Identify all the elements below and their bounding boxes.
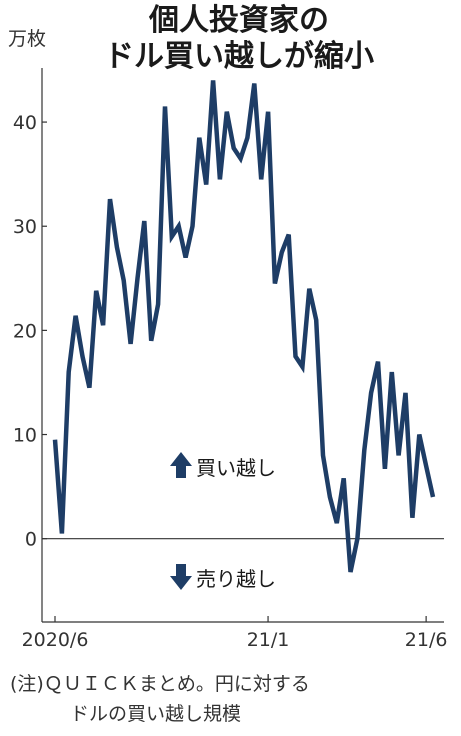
annotation-buy: 買い越し (170, 452, 276, 480)
down-arrow-icon (170, 564, 192, 590)
annotation-buy-label: 買い越し (196, 456, 276, 480)
x-tick-label: 2020/6 (22, 629, 89, 651)
x-axis: 2020/6 21/1 21/6 (22, 616, 448, 651)
x-tick-label: 21/6 (405, 629, 448, 651)
annotation-sell-label: 売り越し (196, 567, 276, 591)
y-tick-label: 40 (13, 112, 37, 134)
y-axis-unit: 万枚 (8, 28, 46, 50)
chart-title-line-2: ドル買い越しが縮小 (104, 39, 374, 74)
series-line (52, 80, 436, 573)
up-arrow-icon (170, 452, 192, 478)
x-tick-label: 21/1 (247, 629, 290, 651)
y-tick-label: 0 (25, 529, 37, 551)
footnote-line-1: (注)ＱＵＩＣＫまとめ。円に対する (10, 673, 310, 695)
y-tick-label: 20 (13, 320, 37, 342)
y-axis: 0 10 20 30 40 (13, 68, 47, 622)
footnote-line-2: ドルの買い越し規模 (70, 703, 241, 725)
annotation-sell: 売り越し (170, 564, 276, 591)
series-group (52, 80, 436, 573)
y-tick-label: 10 (13, 425, 37, 447)
y-tick-label: 30 (13, 216, 37, 238)
chart-title-line-1: 個人投資家の (148, 3, 329, 38)
